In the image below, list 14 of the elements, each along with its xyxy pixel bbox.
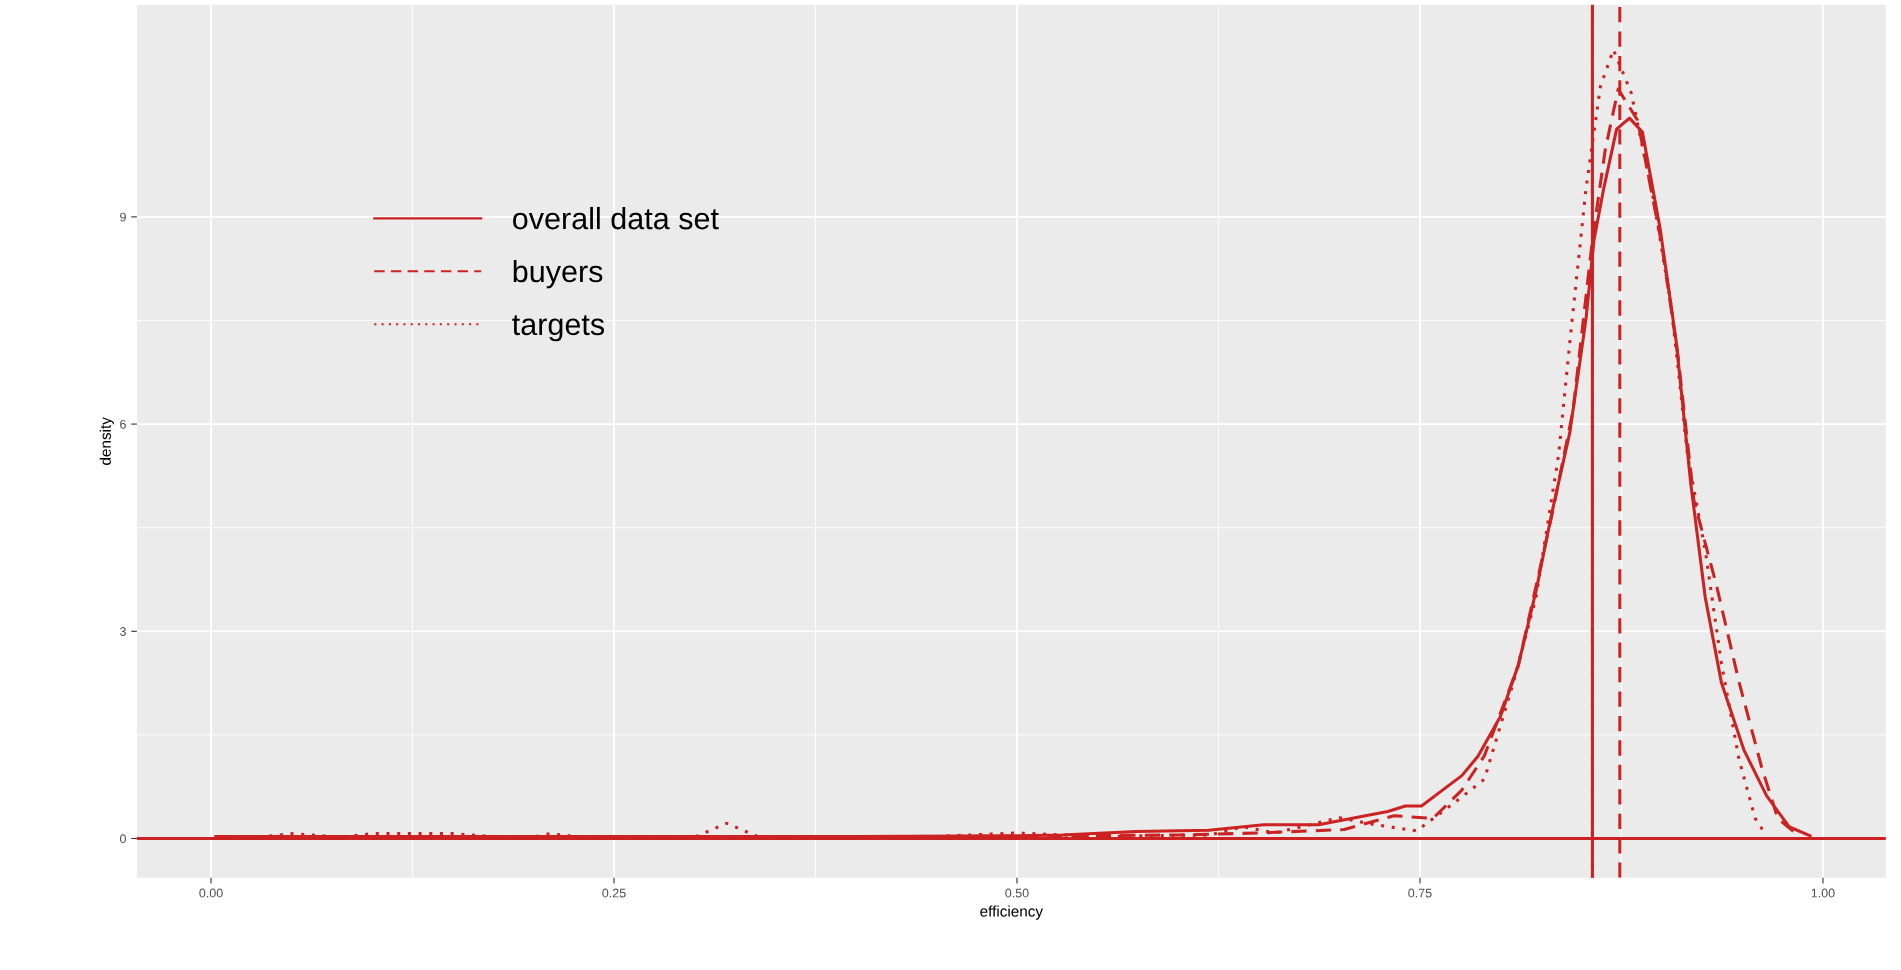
x-tick-label: 0.25 [602, 888, 626, 898]
y-tick-label: 9 [120, 212, 126, 222]
x-tick-label: 0.75 [1408, 888, 1432, 898]
y-tick-label: 0 [119, 834, 126, 844]
legend-label: buyers [513, 259, 603, 289]
legend-label: overall data set [513, 206, 719, 230]
legend-label: targets [512, 315, 605, 342]
x-tick-label: 0.50 [1005, 888, 1029, 898]
y-tick-label: 3 [119, 627, 126, 636]
y-axis-title: density [99, 417, 114, 465]
x-axis-title: efficiency [980, 905, 1044, 920]
x-tick-label: 1.00 [1811, 888, 1835, 898]
x-tick-label: 0.00 [199, 888, 223, 898]
y-tick-label: 6 [120, 419, 126, 429]
